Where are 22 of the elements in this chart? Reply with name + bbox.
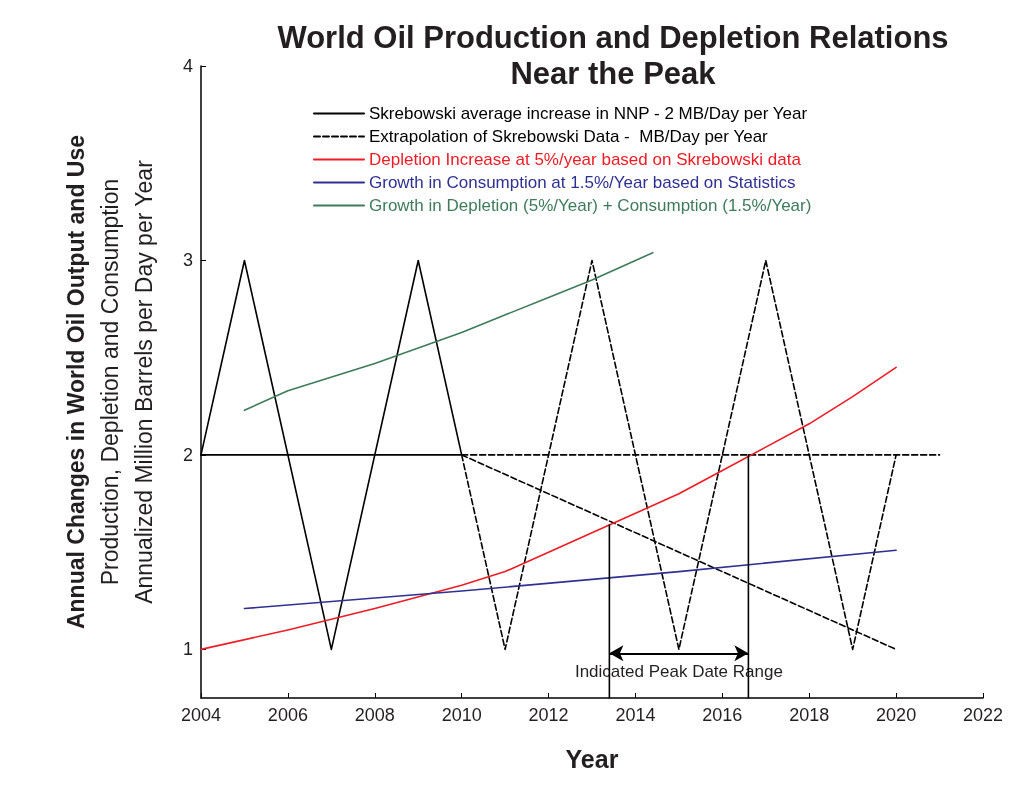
x-tick-label: 2004 bbox=[180, 705, 222, 725]
y-tick-label: 3 bbox=[182, 250, 193, 271]
legend-label: Growth in Consumption at 1.5%/Year based on Statistics bbox=[369, 173, 796, 192]
x-tick-label: 2020 bbox=[876, 705, 917, 725]
x-tick-label: 2014 bbox=[615, 705, 656, 725]
y-tick-label: 2 bbox=[182, 444, 193, 465]
legend-label: Depletion Increase at 5%/year based on Skrebowski data bbox=[369, 150, 802, 169]
x-tick-label: 2016 bbox=[702, 705, 743, 725]
legend-label: Growth in Depletion (5%/Year) + Consumption (1.5%/Year) bbox=[369, 196, 812, 215]
x-tick-label: 2006 bbox=[267, 705, 308, 725]
x-tick-label: 2022 bbox=[962, 705, 1004, 725]
y-axis-title: Annual Changes in World Oil Output and Use Production, Depletion and Consumption Annualized Million Barrels per Day per Year bbox=[63, 134, 157, 630]
legend-label: Extrapolation of Skrebowski Data - MB/Day per Year bbox=[369, 127, 769, 146]
x-tick-label: 2008 bbox=[354, 705, 395, 725]
legend-label: Skrebowski average increase in NNP - 2 MB/Day per Year bbox=[369, 104, 808, 123]
x-tick-label: 2012 bbox=[528, 705, 569, 725]
x-tick-label: 2010 bbox=[441, 705, 482, 725]
y-tick-label: 1 bbox=[182, 639, 193, 660]
x-tick-label: 2018 bbox=[789, 705, 830, 725]
y-tick-label: 4 bbox=[182, 56, 193, 76]
x-axis-title: Year bbox=[565, 744, 619, 773]
chart-title: World Oil Production and Depletion Relations Near the Peak bbox=[277, 19, 949, 91]
